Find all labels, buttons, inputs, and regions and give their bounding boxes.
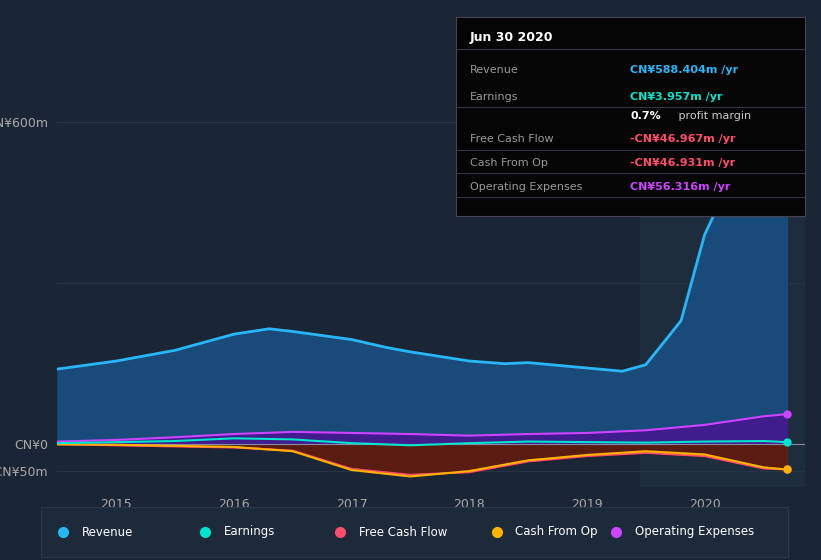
Bar <box>640 95 821 487</box>
Text: Operating Expenses: Operating Expenses <box>635 525 754 539</box>
Text: -CN¥46.931m /yr: -CN¥46.931m /yr <box>631 158 736 168</box>
Text: Cash From Op: Cash From Op <box>516 525 598 539</box>
Text: Revenue: Revenue <box>470 66 518 76</box>
Text: CN¥3.957m /yr: CN¥3.957m /yr <box>631 92 722 102</box>
Text: Earnings: Earnings <box>224 525 276 539</box>
Text: 0.7%: 0.7% <box>631 111 661 121</box>
Text: Free Cash Flow: Free Cash Flow <box>470 134 553 144</box>
Text: Free Cash Flow: Free Cash Flow <box>359 525 447 539</box>
Text: Jun 30 2020: Jun 30 2020 <box>470 31 553 44</box>
Text: Operating Expenses: Operating Expenses <box>470 182 582 192</box>
Text: profit margin: profit margin <box>676 111 751 121</box>
Text: Revenue: Revenue <box>82 525 134 539</box>
Text: CN¥56.316m /yr: CN¥56.316m /yr <box>631 182 731 192</box>
Text: CN¥588.404m /yr: CN¥588.404m /yr <box>631 66 738 76</box>
Text: Cash From Op: Cash From Op <box>470 158 548 168</box>
Text: Earnings: Earnings <box>470 92 518 102</box>
Text: -CN¥46.967m /yr: -CN¥46.967m /yr <box>631 134 736 144</box>
